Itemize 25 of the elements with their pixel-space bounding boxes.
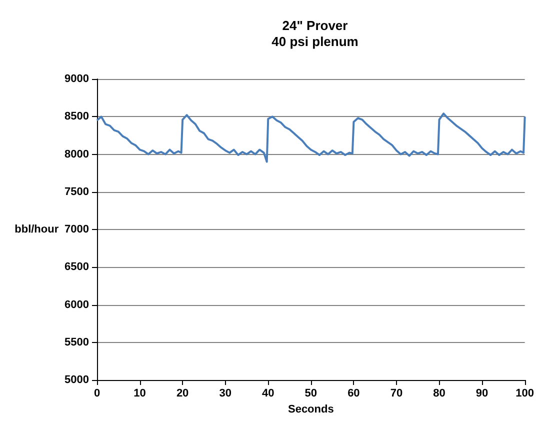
x-tick-label: 30 xyxy=(219,388,232,400)
x-tick-label: 50 xyxy=(304,388,318,400)
x-tick-label: 40 xyxy=(262,388,274,400)
chart-subtitle: 40 psi plenum xyxy=(272,34,358,49)
chart-title: 24" Prover xyxy=(282,18,348,33)
x-tick-label: 10 xyxy=(134,388,146,400)
y-axis-title: bbl/hour xyxy=(14,224,60,236)
line-series xyxy=(96,112,526,163)
x-tick-label: 20 xyxy=(176,388,189,400)
x-tick-label: 90 xyxy=(476,388,488,400)
x-tick-label: 60 xyxy=(348,388,360,400)
x-tick-label: 80 xyxy=(433,388,446,400)
y-tick-label: 5500 xyxy=(64,336,89,348)
y-tick-label: 6500 xyxy=(64,261,89,274)
y-tick-label: 7000 xyxy=(64,224,89,236)
y-tick-label: 7500 xyxy=(64,186,89,198)
y-tick-label: 6000 xyxy=(64,298,89,311)
x-tick-label: 70 xyxy=(390,388,403,400)
x-tick-label: 100 xyxy=(516,388,534,400)
x-axis-title: Seconds xyxy=(288,403,334,416)
x-tick-label: 0 xyxy=(94,388,100,400)
y-tick-label: 5000 xyxy=(64,374,89,386)
y-tick-label: 8000 xyxy=(64,148,89,160)
y-tick-label: 9000 xyxy=(64,73,89,85)
y-tick-label: 8500 xyxy=(64,110,89,123)
